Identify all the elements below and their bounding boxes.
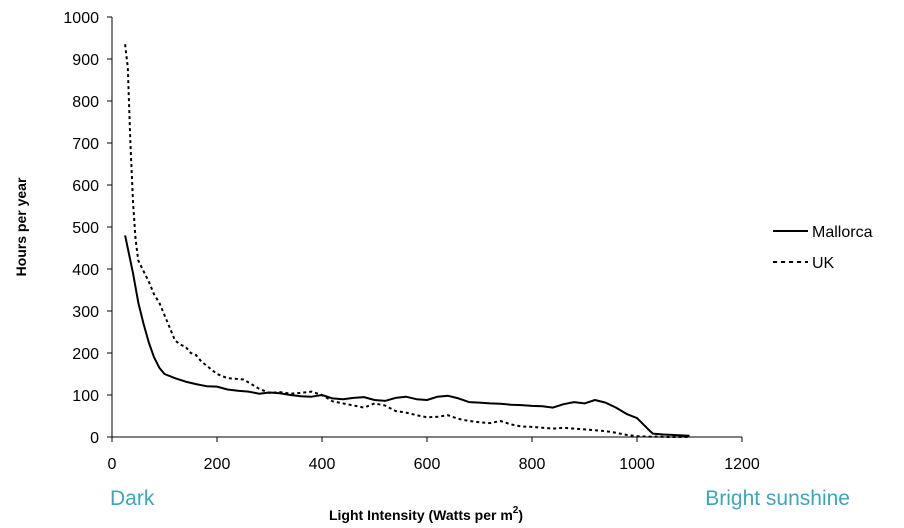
y-tick-label: 900 <box>72 52 99 69</box>
x-axis-title-suffix: ) <box>518 507 523 523</box>
legend: Mallorca UK <box>773 224 873 272</box>
y-tick-label: 700 <box>72 136 99 153</box>
x-tick-label: 1200 <box>724 456 760 473</box>
x-tick-label: 200 <box>204 456 231 473</box>
series-layer <box>124 44 690 438</box>
x-tick-label: 600 <box>414 456 441 473</box>
x-tick-label: 0 <box>108 456 117 473</box>
x-tick-label: 400 <box>309 456 336 473</box>
y-tick-label: 600 <box>72 178 99 195</box>
y-tick-label: 800 <box>72 94 99 111</box>
x-tick-label: 1000 <box>619 456 655 473</box>
y-tick-label: 300 <box>72 304 99 321</box>
y-tick-label: 1000 <box>63 10 99 27</box>
y-axis-title: Hours per year <box>13 177 29 276</box>
y-tick-label: 200 <box>72 346 99 363</box>
axes <box>111 17 742 438</box>
legend-label-mallorca: Mallorca <box>812 224 873 241</box>
y-tick-label: 400 <box>72 262 99 279</box>
y-ticks: 0 100 200 300 400 500 600 700 800 900 1000 <box>63 10 112 447</box>
x-ticks: 0 200 400 600 800 1000 1200 <box>108 437 760 473</box>
annotation-bright-sunshine: Bright sunshine <box>705 487 850 510</box>
y-tick-label: 0 <box>90 430 99 447</box>
y-tick-label: 100 <box>72 388 99 405</box>
x-axis-title: Light Intensity (Watts per m2) <box>329 505 523 523</box>
x-axis-title-superscript: 2 <box>513 505 519 516</box>
annotation-dark: Dark <box>110 487 155 510</box>
y-tick-label: 500 <box>72 220 99 237</box>
x-tick-label: 800 <box>519 456 546 473</box>
series-line-mallorca <box>124 235 690 437</box>
series-line-uk <box>124 44 690 438</box>
x-axis-title-main: Light Intensity (Watts per m <box>329 507 513 523</box>
legend-label-uk: UK <box>812 255 835 272</box>
